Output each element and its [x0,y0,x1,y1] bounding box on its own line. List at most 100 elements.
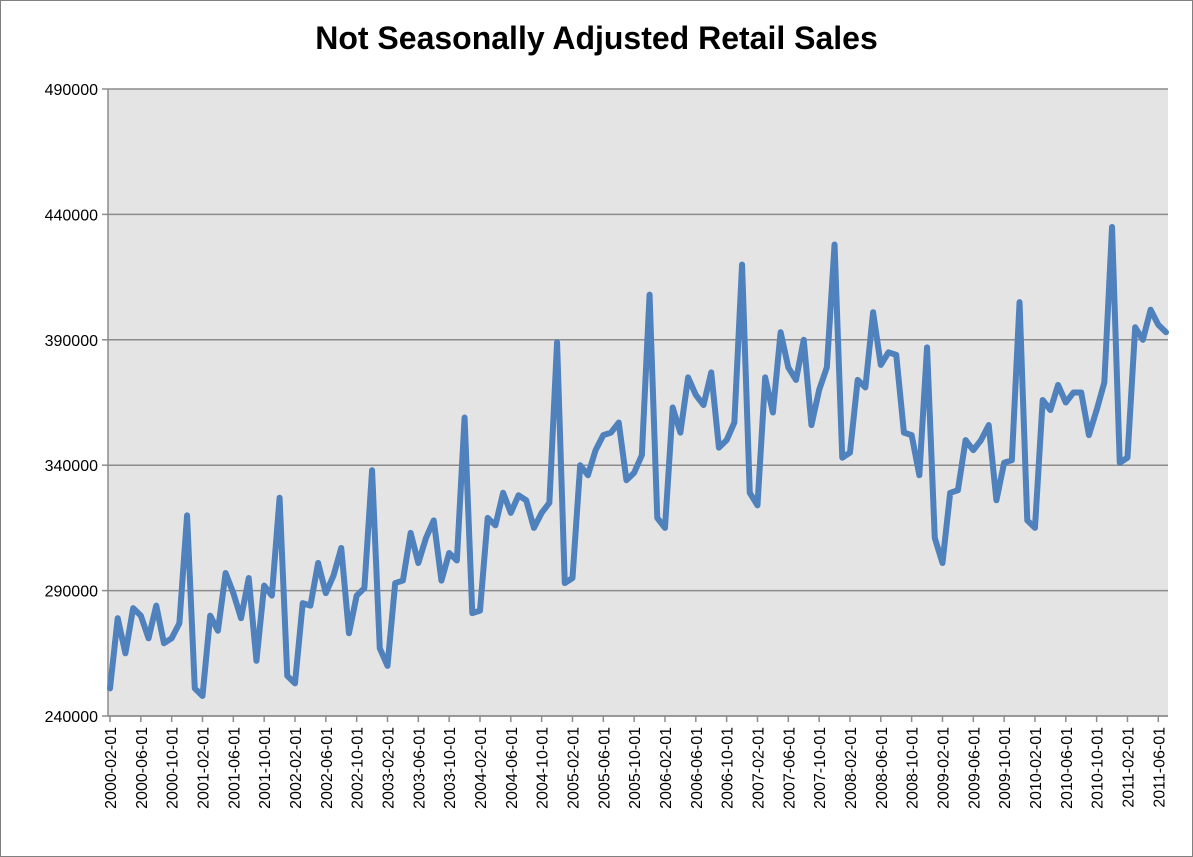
x-tick-label: 2003-06-01 [411,727,428,809]
data-point [970,447,976,453]
data-point [300,600,306,606]
data-point [462,415,468,421]
data-point [685,374,691,380]
data-point [346,630,352,636]
x-tick-label: 2006-10-01 [720,727,737,809]
data-point [508,510,514,516]
data-point [754,502,760,508]
data-point [801,337,807,343]
data-point [1009,457,1015,463]
data-point [654,515,660,521]
data-point [469,610,475,616]
data-point [963,437,969,443]
x-tick-label: 2002-06-01 [319,727,336,809]
data-point [824,364,830,370]
y-tick-label: 240000 [45,709,98,726]
data-point [361,585,367,591]
data-point [1109,224,1115,230]
data-point [554,339,560,345]
data-point [1148,307,1154,313]
x-tick-label: 2004-06-01 [504,727,521,809]
x-tick-label: 2010-06-01 [1059,727,1076,809]
data-point [431,517,437,523]
x-tick-label: 2000-02-01 [103,727,120,809]
data-point [1086,432,1092,438]
x-tick-label: 2005-02-01 [565,727,582,809]
data-point [708,369,714,375]
data-point [516,492,522,498]
x-tick-label: 2000-10-01 [165,727,182,809]
y-tick-label: 390000 [45,333,98,350]
data-point [793,377,799,383]
data-point [199,693,205,699]
data-points [107,224,1169,699]
series-line [107,223,1169,699]
data-point [107,685,113,691]
x-tick-label: 2011-02-01 [1120,727,1137,808]
y-tick-label: 340000 [45,458,98,475]
data-point [292,680,298,686]
data-point [546,500,552,506]
data-point [562,580,568,586]
x-tick-label: 2001-10-01 [257,727,274,809]
data-point [839,455,845,461]
data-point [677,430,683,436]
data-point [130,605,136,611]
data-point [323,590,329,596]
data-point [415,560,421,566]
data-point [1101,379,1107,385]
x-tick-label: 2010-02-01 [1028,727,1045,809]
data-point [146,635,152,641]
x-tick-label: 2002-10-01 [350,727,367,809]
x-tick-label: 2002-02-01 [288,727,305,809]
data-point [1071,389,1077,395]
x-tick-label: 2004-10-01 [535,727,552,809]
x-tick-label: 2008-02-01 [843,727,860,809]
data-point [215,628,221,634]
data-point [438,578,444,584]
data-point [1032,525,1038,531]
data-point [847,450,853,456]
x-tick-label: 2009-10-01 [997,727,1014,809]
x-tick-label: 2010-10-01 [1090,727,1107,809]
data-point [192,685,198,691]
data-point [392,580,398,586]
x-tick-label: 2001-06-01 [226,727,243,809]
x-tick-label: 2006-06-01 [689,727,706,809]
x-tick-label: 2003-10-01 [442,727,459,809]
data-point [909,432,915,438]
data-point [423,535,429,541]
x-axis: 2000-02-01 2000-06-01 2000-10-01 2001-02-01… [103,716,1168,809]
x-tick-label: 2008-10-01 [905,727,922,809]
data-point [408,530,414,536]
data-point [747,490,753,496]
data-point [662,525,668,531]
data-point [331,573,337,579]
data-point [477,608,483,614]
plot-area [108,89,1168,716]
data-point [492,522,498,528]
data-point [261,583,267,589]
data-point [932,535,938,541]
x-tick-label: 2009-06-01 [966,727,983,809]
data-point [878,362,884,368]
data-point [1017,299,1023,305]
x-tick-label: 2006-02-01 [658,727,675,809]
x-tick-label: 2011-06-01 [1151,727,1168,808]
data-point [577,462,583,468]
data-point [816,387,822,393]
data-point [770,410,776,416]
data-point [569,575,575,581]
data-point [176,620,182,626]
x-tick-label: 2005-10-01 [627,727,644,809]
x-tick-label: 2007-06-01 [781,727,798,809]
data-point [739,262,745,268]
data-point [338,545,344,551]
data-point [901,430,907,436]
data-point [523,497,529,503]
y-axis: 240000 290000 340000 390000 440000 490000 [45,82,108,726]
data-point [1047,407,1053,413]
data-point [1140,337,1146,343]
data-point [585,472,591,478]
data-point [1078,389,1084,395]
